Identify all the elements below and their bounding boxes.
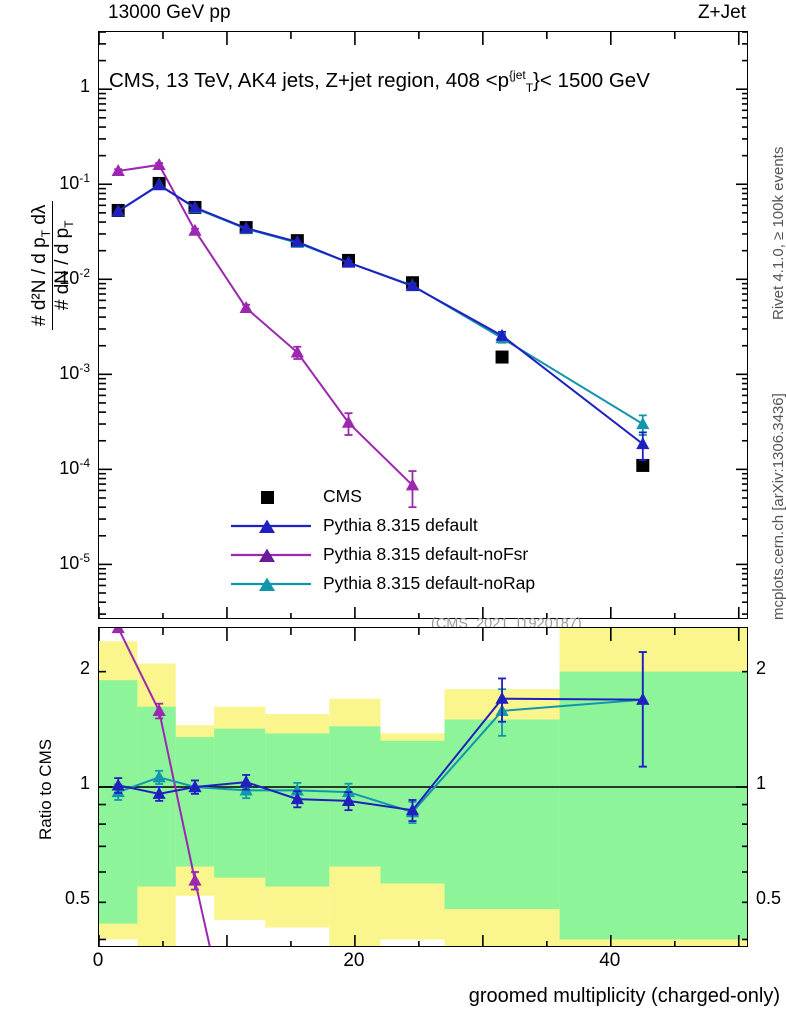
legend-key-default — [229, 516, 313, 536]
ratio-y-axis-title: Ratio to CMS — [36, 738, 55, 840]
ratio-y-tick-right-0: 2 — [756, 657, 767, 678]
legend-key-nofsr — [229, 545, 313, 565]
legend-label-default: Pythia 8.315 default — [323, 515, 478, 535]
x-axis-title: groomed multiplicity (charged-only) — [468, 985, 780, 1007]
process-label: Z+Jet — [697, 2, 746, 23]
generator-caption: Rivet 4.1.0, ≥ 100k events — [770, 146, 786, 320]
ratio-y-tick-1: 1 — [79, 772, 90, 793]
ratio-y-tick-2: 0.5 — [64, 888, 90, 909]
x-tick-0: 0 — [92, 950, 104, 971]
legend-item-cms: CMS — [229, 482, 535, 511]
plot-title: CMS, 13 TeV, AK4 jets, Z+jet region, 408… — [109, 68, 650, 95]
legend-label-norap: Pythia 8.315 default-noRap — [323, 573, 536, 593]
legend-item-nofsr: Pythia 8.315 default-noFsr — [229, 540, 535, 569]
legend-label-nofsr: Pythia 8.315 default-noFsr — [323, 544, 529, 564]
main-y-tick-0: 1 — [79, 76, 90, 97]
main-y-tick-2: 10-2 — [59, 266, 90, 289]
ratio-y-tick-0: 2 — [79, 657, 90, 678]
ratio-band-green — [444, 719, 560, 910]
ratio-band-green — [559, 671, 747, 940]
mcplots-caption: mcplots.cern.ch [arXiv:1306.3436] — [770, 393, 786, 620]
main-y-tick-1: 10-1 — [59, 171, 90, 194]
legend-item-norap: Pythia 8.315 default-noRap — [229, 569, 535, 598]
ratio-band-green — [99, 680, 138, 924]
header: 13000 GeV pp Z+Jet — [0, 2, 786, 28]
ratio-plot-svg — [99, 628, 747, 946]
x-tick-2: 40 — [599, 950, 621, 971]
ratio-plot-panel — [98, 627, 748, 947]
legend-label-cms: CMS — [323, 486, 362, 506]
ratio-plot-clip — [99, 628, 747, 946]
x-tick-1: 20 — [343, 950, 365, 971]
ratio-band-green — [175, 737, 215, 867]
ratio-y-tick-right-2: 0.5 — [756, 888, 782, 909]
legend-key-cms — [229, 487, 313, 507]
main-y-tick-4: 10-4 — [59, 456, 90, 479]
ratio-band-green — [329, 726, 381, 867]
legend-key-norap — [229, 574, 313, 594]
ratio-band-green — [265, 733, 330, 887]
main-y-tick-5: 10-5 — [59, 551, 90, 574]
ratio-band-green — [214, 728, 266, 878]
legend-item-default: Pythia 8.315 default — [229, 511, 535, 540]
legend: CMS Pythia 8.315 default Pythia 8.315 de… — [229, 482, 535, 598]
main-y-tick-3: 10-3 — [59, 361, 90, 384]
main-plot-clip — [99, 32, 747, 618]
main-plot-svg — [99, 32, 747, 618]
beam-energy-label: 13000 GeV pp — [108, 2, 231, 23]
main-y-axis-title: # d²N / d pT dλ # dN / d pT — [29, 200, 76, 330]
main-plot-panel: CMS, 13 TeV, AK4 jets, Z+jet region, 408… — [98, 31, 748, 632]
ratio-y-tick-right-1: 1 — [756, 772, 767, 793]
